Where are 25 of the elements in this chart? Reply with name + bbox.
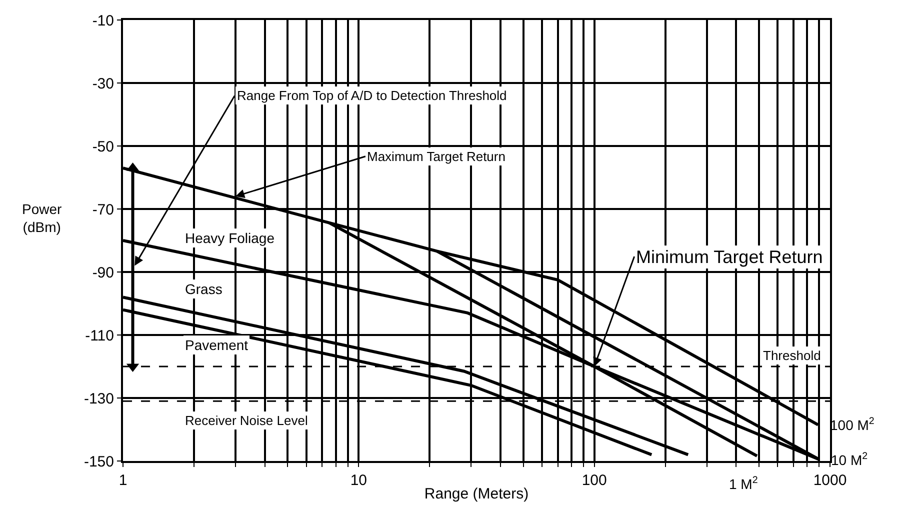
series-label: 10 M$^{2}$ xyxy=(831,451,868,468)
y-tick-label: -50 xyxy=(92,138,114,156)
y-tick-label: -110 xyxy=(85,327,114,344)
y-tick-label: -130 xyxy=(84,390,114,408)
y-tick-label: -150 xyxy=(84,453,114,470)
annotation: Heavy Foliage xyxy=(185,230,275,246)
x-tick-label: 1000 xyxy=(813,472,847,489)
y-tick-label: -90 xyxy=(92,264,114,282)
x-axis-title: Range (Meters) xyxy=(424,486,529,502)
x-tick-label: 100 xyxy=(582,472,607,489)
annotation: Maximum Target Return xyxy=(367,149,506,164)
annotation: Pavement xyxy=(185,337,248,353)
ref-line-label: Receiver Noise Level xyxy=(185,413,308,428)
y-tick-label: -10 xyxy=(92,12,114,30)
x-tick-label: 1 xyxy=(118,472,128,489)
y-tick-label: -70 xyxy=(92,201,114,218)
series-label: 100 M$^{2}$ xyxy=(830,416,874,433)
annotation: Grass xyxy=(185,281,222,297)
annotation: Minimum Target Return xyxy=(636,247,823,267)
series-label: 1 M$^{2}$ xyxy=(729,475,758,492)
y-tick-label: -30 xyxy=(92,75,114,92)
x-tick-label: 10 xyxy=(350,472,368,489)
y-axis-title: Power (dBm) xyxy=(22,201,62,236)
annotation: Range From Top of A/D to Detection Threshold xyxy=(237,88,507,103)
ref-line-label: Threshold xyxy=(763,348,821,363)
